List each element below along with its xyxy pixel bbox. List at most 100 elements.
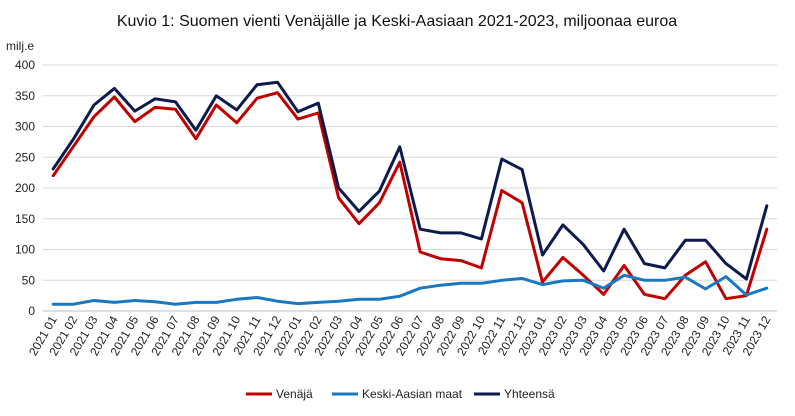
series-line-0 xyxy=(51,91,769,301)
data-point xyxy=(235,121,238,125)
y-tick-label: 50 xyxy=(22,273,36,287)
data-point xyxy=(92,299,96,302)
data-point xyxy=(215,94,218,98)
data-point xyxy=(92,103,96,107)
data-point xyxy=(296,302,300,305)
y-tick-label: 150 xyxy=(15,212,35,226)
data-point xyxy=(500,279,503,282)
chart-title: Kuvio 1: Suomen vienti Venäjälle ja Kesk… xyxy=(117,13,677,30)
y-tick-label: 400 xyxy=(15,58,35,72)
data-point xyxy=(235,108,238,112)
data-point xyxy=(602,287,605,290)
data-point xyxy=(602,269,605,273)
y-tick-label: 250 xyxy=(15,150,35,164)
data-point xyxy=(439,284,442,287)
data-point xyxy=(765,287,768,290)
data-point xyxy=(255,97,259,100)
data-point xyxy=(459,282,463,285)
data-point xyxy=(480,237,483,241)
data-point xyxy=(724,275,728,278)
data-point xyxy=(378,201,381,204)
y-axis-ticks: 0 50 100 150 200 250 300 350 400 xyxy=(15,58,35,318)
y-tick-label: 200 xyxy=(15,181,35,195)
series-lines xyxy=(51,80,769,306)
data-point xyxy=(745,293,748,297)
data-point xyxy=(561,223,565,227)
data-point xyxy=(194,129,198,132)
y-tick-label: 350 xyxy=(15,89,35,103)
data-point xyxy=(643,262,646,265)
data-point xyxy=(398,295,401,298)
data-point xyxy=(582,274,585,277)
data-point xyxy=(276,81,279,84)
legend-label: Yhteensä xyxy=(504,387,555,401)
data-point xyxy=(113,301,116,304)
y-tick-label: 300 xyxy=(15,120,35,134)
data-point xyxy=(317,301,320,304)
data-point xyxy=(663,297,667,300)
data-point xyxy=(215,301,218,304)
data-point xyxy=(704,287,707,291)
y-axis-unit-label: milj.e xyxy=(6,39,34,53)
data-point xyxy=(133,120,136,123)
data-point xyxy=(72,137,75,140)
data-point xyxy=(439,231,442,235)
data-point xyxy=(419,250,422,254)
data-point xyxy=(459,231,463,235)
data-point xyxy=(378,189,381,193)
data-point xyxy=(684,239,687,242)
data-point xyxy=(541,283,544,286)
data-point xyxy=(419,287,422,290)
data-point xyxy=(72,145,75,148)
data-point xyxy=(419,228,422,231)
data-point xyxy=(337,186,340,190)
data-point xyxy=(704,260,707,263)
data-point xyxy=(684,276,687,279)
data-point xyxy=(174,303,177,306)
data-point xyxy=(133,109,136,113)
data-point xyxy=(480,266,483,270)
data-point xyxy=(174,100,177,104)
data-point xyxy=(255,296,259,299)
legend-label: Venäjä xyxy=(276,387,313,401)
data-point xyxy=(317,101,320,105)
data-point xyxy=(500,157,503,161)
data-point xyxy=(622,228,626,231)
data-point xyxy=(643,293,646,296)
data-point xyxy=(724,297,728,300)
data-point xyxy=(500,189,503,192)
data-point xyxy=(398,145,401,148)
data-point xyxy=(520,201,524,204)
y-tick-label: 100 xyxy=(15,243,35,257)
data-point xyxy=(296,117,300,121)
data-point xyxy=(255,83,259,86)
data-point xyxy=(765,228,768,231)
data-point xyxy=(153,97,157,101)
data-point xyxy=(337,300,340,303)
data-point xyxy=(52,303,55,306)
data-point xyxy=(317,111,320,115)
data-point xyxy=(357,222,361,225)
data-point xyxy=(541,253,544,257)
data-point xyxy=(480,282,483,285)
data-point xyxy=(215,103,218,107)
data-point xyxy=(459,259,463,262)
data-point xyxy=(153,106,157,109)
data-point xyxy=(541,280,544,284)
data-point xyxy=(704,239,707,242)
data-point xyxy=(113,87,116,90)
data-point xyxy=(357,298,361,301)
y-tick-label: 0 xyxy=(28,304,35,318)
data-point xyxy=(276,91,279,94)
data-point xyxy=(561,256,565,259)
data-point xyxy=(520,168,524,171)
data-point xyxy=(194,137,198,140)
data-point xyxy=(582,279,585,282)
data-point xyxy=(337,196,340,199)
data-point xyxy=(745,277,748,281)
data-point xyxy=(622,274,626,277)
data-point xyxy=(622,264,626,267)
